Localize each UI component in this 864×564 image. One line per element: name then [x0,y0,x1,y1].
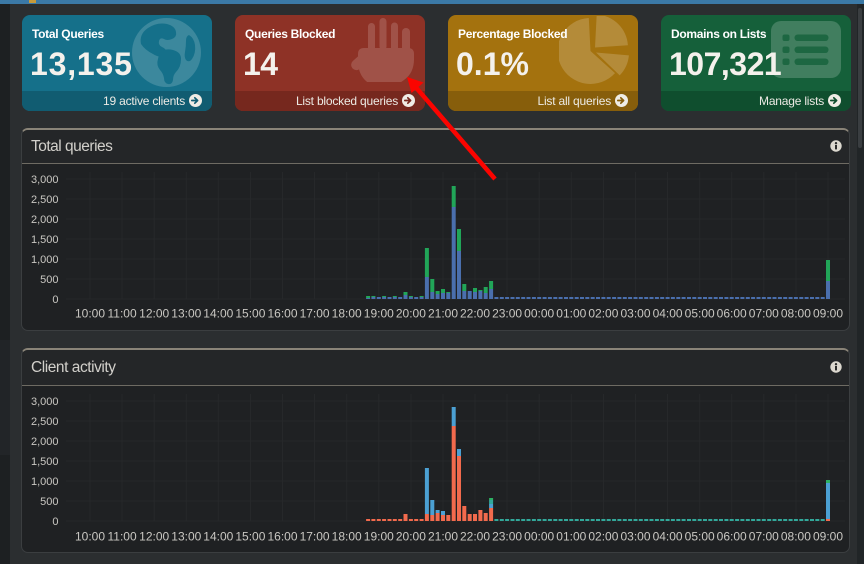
svg-text:16:00: 16:00 [267,307,297,321]
svg-text:01:00: 01:00 [556,530,586,544]
svg-text:20:00: 20:00 [396,307,426,321]
svg-text:18:00: 18:00 [332,307,362,321]
svg-text:3,000: 3,000 [31,396,59,408]
svg-text:2,000: 2,000 [31,214,59,226]
svg-text:0: 0 [52,516,58,528]
svg-text:10:00: 10:00 [75,307,105,321]
svg-text:14:00: 14:00 [203,530,233,544]
svg-text:1,500: 1,500 [31,456,59,468]
svg-text:01:00: 01:00 [556,307,586,321]
svg-text:11:00: 11:00 [108,307,137,321]
svg-text:07:00: 07:00 [749,530,779,544]
svg-text:2,500: 2,500 [31,416,59,428]
svg-text:03:00: 03:00 [620,530,650,544]
svg-text:2,500: 2,500 [31,194,59,206]
svg-text:05:00: 05:00 [685,307,715,321]
svg-text:18:00: 18:00 [332,530,362,544]
svg-text:22:00: 22:00 [460,530,490,544]
svg-text:1,500: 1,500 [31,234,59,246]
svg-text:14:00: 14:00 [203,307,233,321]
svg-text:04:00: 04:00 [653,307,683,321]
svg-text:00:00: 00:00 [524,530,554,544]
svg-text:500: 500 [40,496,58,508]
svg-text:22:00: 22:00 [460,307,490,321]
svg-text:13:00: 13:00 [171,530,201,544]
svg-text:20:00: 20:00 [396,530,426,544]
svg-text:11:00: 11:00 [108,530,137,544]
svg-text:06:00: 06:00 [717,530,747,544]
svg-text:09:00: 09:00 [813,307,843,321]
svg-text:13:00: 13:00 [171,307,201,321]
svg-text:16:00: 16:00 [267,530,297,544]
svg-text:07:00: 07:00 [749,307,779,321]
svg-text:10:00: 10:00 [75,530,105,544]
svg-text:09:00: 09:00 [813,530,843,544]
svg-text:19:00: 19:00 [364,530,394,544]
svg-text:2,000: 2,000 [31,436,59,448]
svg-text:19:00: 19:00 [364,307,394,321]
svg-text:12:00: 12:00 [139,530,169,544]
svg-text:0: 0 [52,294,58,306]
svg-text:05:00: 05:00 [685,530,715,544]
svg-text:1,000: 1,000 [31,476,59,488]
svg-text:12:00: 12:00 [139,307,169,321]
svg-text:04:00: 04:00 [653,530,683,544]
svg-text:15:00: 15:00 [235,530,265,544]
svg-text:02:00: 02:00 [588,530,618,544]
svg-text:23:00: 23:00 [492,307,522,321]
svg-text:00:00: 00:00 [524,307,554,321]
svg-text:08:00: 08:00 [781,530,811,544]
svg-text:15:00: 15:00 [235,307,265,321]
svg-text:17:00: 17:00 [300,530,330,544]
svg-text:23:00: 23:00 [492,530,522,544]
svg-text:21:00: 21:00 [428,530,458,544]
svg-text:21:00: 21:00 [428,307,458,321]
svg-text:02:00: 02:00 [588,307,618,321]
svg-text:08:00: 08:00 [781,307,811,321]
svg-text:06:00: 06:00 [717,307,747,321]
svg-text:500: 500 [40,274,58,286]
svg-text:03:00: 03:00 [620,307,650,321]
svg-text:3,000: 3,000 [31,174,59,186]
svg-text:1,000: 1,000 [31,254,59,266]
svg-text:17:00: 17:00 [300,307,330,321]
